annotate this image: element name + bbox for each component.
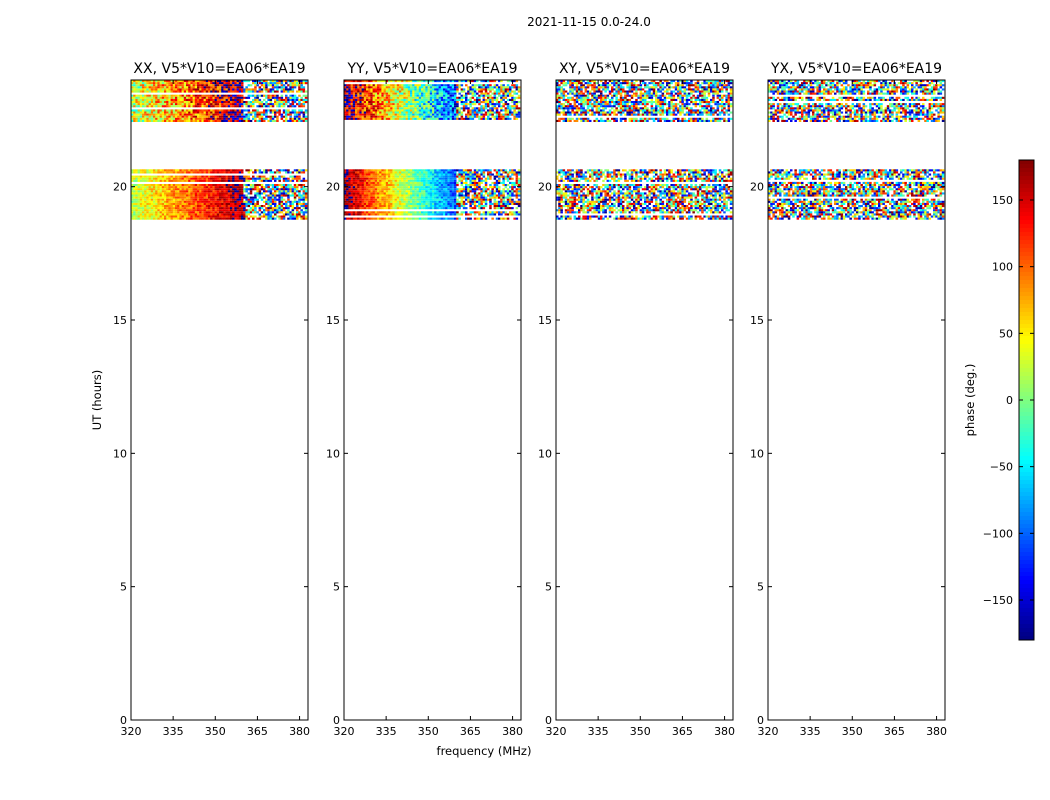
x-tick-label: 350 [630,725,651,738]
colorbar-label: phase (deg.) [963,364,977,437]
y-axis-label: UT (hours) [90,370,104,430]
panel-frame [343,79,522,721]
panels: XX, V5*V10=EA06*EA19 320 335 350 365 380 0 5 10 1… [113,61,947,738]
y-tick-label: 10 [113,447,127,460]
panel-0: XX, V5*V10=EA06*EA19 320 335 350 365 380 0 5 10 1… [113,61,310,738]
y-tick-label: 20 [538,181,552,194]
x-tick-label: 350 [842,725,863,738]
x-tick-label: 335 [588,725,609,738]
y-tick-label: 10 [326,447,340,460]
x-tick-label: 365 [884,725,905,738]
panel-title: YY, V5*V10=EA06*EA19 [346,61,517,77]
x-tick-label: 320 [334,725,355,738]
colorbar-tick-label: 100 [992,261,1013,274]
panel-title: XX, V5*V10=EA06*EA19 [133,61,305,77]
x-tick-label: 335 [163,725,184,738]
x-tick-label: 365 [247,725,268,738]
x-tick-label: 365 [460,725,481,738]
colorbar-tick-label: −100 [983,527,1013,540]
y-tick-label: 10 [750,447,764,460]
y-tick-label: 10 [538,447,552,460]
x-tick-label: 320 [546,725,567,738]
x-tick-label: 380 [289,725,310,738]
panel-title: XY, V5*V10=EA06*EA19 [559,61,730,77]
y-tick-label: 15 [326,314,340,327]
y-tick-label: 20 [326,181,340,194]
y-tick-label: 5 [333,581,340,594]
x-tick-label: 320 [121,725,142,738]
x-tick-label: 335 [376,725,397,738]
colorbar-tick-label: 50 [999,327,1013,340]
y-tick-label: 5 [120,581,127,594]
y-tick-label: 0 [120,714,127,727]
heatmap [131,80,308,220]
colorbar-tick-label: 150 [992,194,1013,207]
colorbar-tick-label: −150 [983,594,1013,607]
heatmap [768,80,945,220]
y-tick-label: 15 [113,314,127,327]
y-tick-label: 5 [545,581,552,594]
x-axis-label: frequency (MHz) [437,744,532,758]
y-tick-label: 0 [545,714,552,727]
panel-3: YX, V5*V10=EA06*EA19 320 335 350 365 380 0 5 10 1… [750,61,947,738]
panel-frame [767,79,946,721]
x-tick-label: 320 [758,725,779,738]
heatmap [556,80,733,220]
x-tick-label: 365 [672,725,693,738]
panel-frame [130,79,309,721]
panel-2: XY, V5*V10=EA06*EA19 320 335 350 365 380 0 5 10 1… [538,61,735,738]
y-tick-label: 0 [333,714,340,727]
panel-frame [555,79,734,721]
figure-suptitle: 2021-11-15 0.0-24.0 [527,15,651,29]
colorbar-gradient [1019,160,1034,641]
x-tick-label: 380 [714,725,735,738]
y-tick-label: 0 [757,714,764,727]
colorbar-tick-label: 0 [1006,394,1013,407]
panel-1: YY, V5*V10=EA06*EA19 320 335 350 365 380 0 5 10 1… [326,61,523,738]
x-tick-label: 380 [502,725,523,738]
y-tick-label: 20 [750,181,764,194]
heatmap [344,80,521,220]
x-tick-label: 350 [418,725,439,738]
y-tick-label: 15 [538,314,552,327]
colorbar-tick-label: −50 [990,461,1013,474]
y-tick-label: 15 [750,314,764,327]
y-tick-label: 20 [113,181,127,194]
colorbar: 150 100 50 0 −50 −100 −150 [983,159,1035,641]
panel-title: YX, V5*V10=EA06*EA19 [770,61,942,77]
x-tick-label: 335 [800,725,821,738]
x-tick-label: 380 [926,725,947,738]
y-tick-label: 5 [757,581,764,594]
x-tick-label: 350 [205,725,226,738]
